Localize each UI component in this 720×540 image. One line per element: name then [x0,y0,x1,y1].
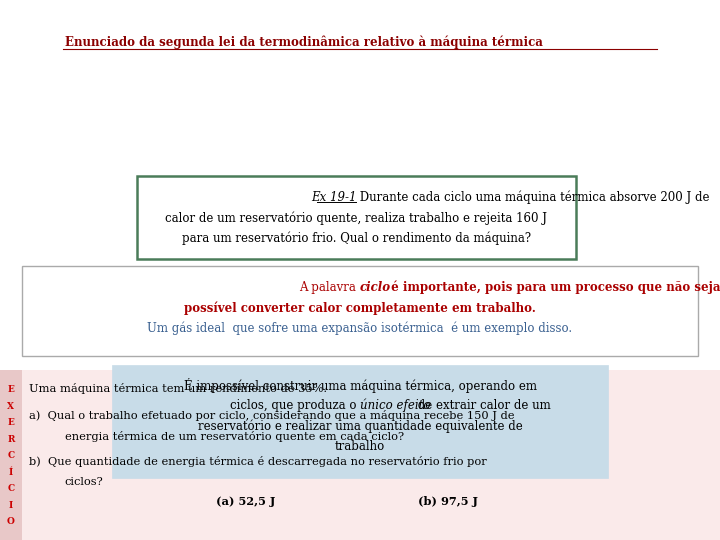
Text: Ex 19-1: Ex 19-1 [311,191,356,204]
Text: Uma máquina térmica tem um rendimento de 35%.: Uma máquina térmica tem um rendimento de… [29,383,327,394]
Text: I: I [9,501,13,510]
Text: ciclo: ciclo [360,281,391,294]
Text: de extrair calor de um: de extrair calor de um [414,399,551,411]
Text: C: C [7,451,14,460]
Text: para um reservatório frio. Qual o rendimento da máquina?: para um reservatório frio. Qual o rendim… [182,232,531,245]
FancyBboxPatch shape [112,364,608,478]
Text: (b) 97,5 J: (b) 97,5 J [418,496,477,507]
Text: único efeito: único efeito [360,399,431,412]
Text: ciclos, que produza o: ciclos, que produza o [230,399,360,411]
Text: a)  Qual o trabalho efetuado por ciclo, considerando que a máquina recebe 150 J : a) Qual o trabalho efetuado por ciclo, c… [29,410,514,421]
Text: Um gás ideal  que sofre uma expansão isotérmica  é um exemplo disso.: Um gás ideal que sofre uma expansão isot… [148,322,572,335]
FancyBboxPatch shape [22,266,698,356]
Text: energia térmica de um reservatório quente em cada ciclo?: energia térmica de um reservatório quent… [65,431,404,442]
Text: é importante, pois para um processo que não seja cíclico é: é importante, pois para um processo que … [387,281,720,294]
Text: Í: Í [9,468,13,476]
Text: b)  Que quantidade de energia térmica é descarregada no reservatório frio por: b) Que quantidade de energia térmica é d… [29,456,487,467]
FancyBboxPatch shape [137,176,576,259]
FancyBboxPatch shape [0,370,22,540]
Text: possível converter calor completamente em trabalho.: possível converter calor completamente e… [184,301,536,315]
Text: Enunciado da segunda lei da termodinâmica relativo à máquina térmica: Enunciado da segunda lei da termodinâmic… [65,35,543,49]
Text: R: R [7,435,14,443]
Text: E: E [7,385,14,394]
Text: E: E [7,418,14,427]
Text: C: C [7,484,14,493]
Text: (a) 52,5 J: (a) 52,5 J [216,496,275,507]
Text: O: O [7,517,14,526]
FancyBboxPatch shape [0,370,720,540]
Text: Durante cada ciclo uma máquina térmica absorve 200 J de: Durante cada ciclo uma máquina térmica a… [356,191,710,204]
Text: ciclos?: ciclos? [65,477,104,487]
Text: trabalho: trabalho [335,440,385,453]
Text: calor de um reservatório quente, realiza trabalho e rejeita 160 J: calor de um reservatório quente, realiza… [166,211,547,225]
Text: A palavra: A palavra [300,281,360,294]
Text: reservatório e realizar uma quantidade equivalente de: reservatório e realizar uma quantidade e… [197,419,523,433]
Text: X: X [7,402,14,410]
Text: É impossível construir uma máquina térmica, operando em: É impossível construir uma máquina térmi… [184,378,536,393]
